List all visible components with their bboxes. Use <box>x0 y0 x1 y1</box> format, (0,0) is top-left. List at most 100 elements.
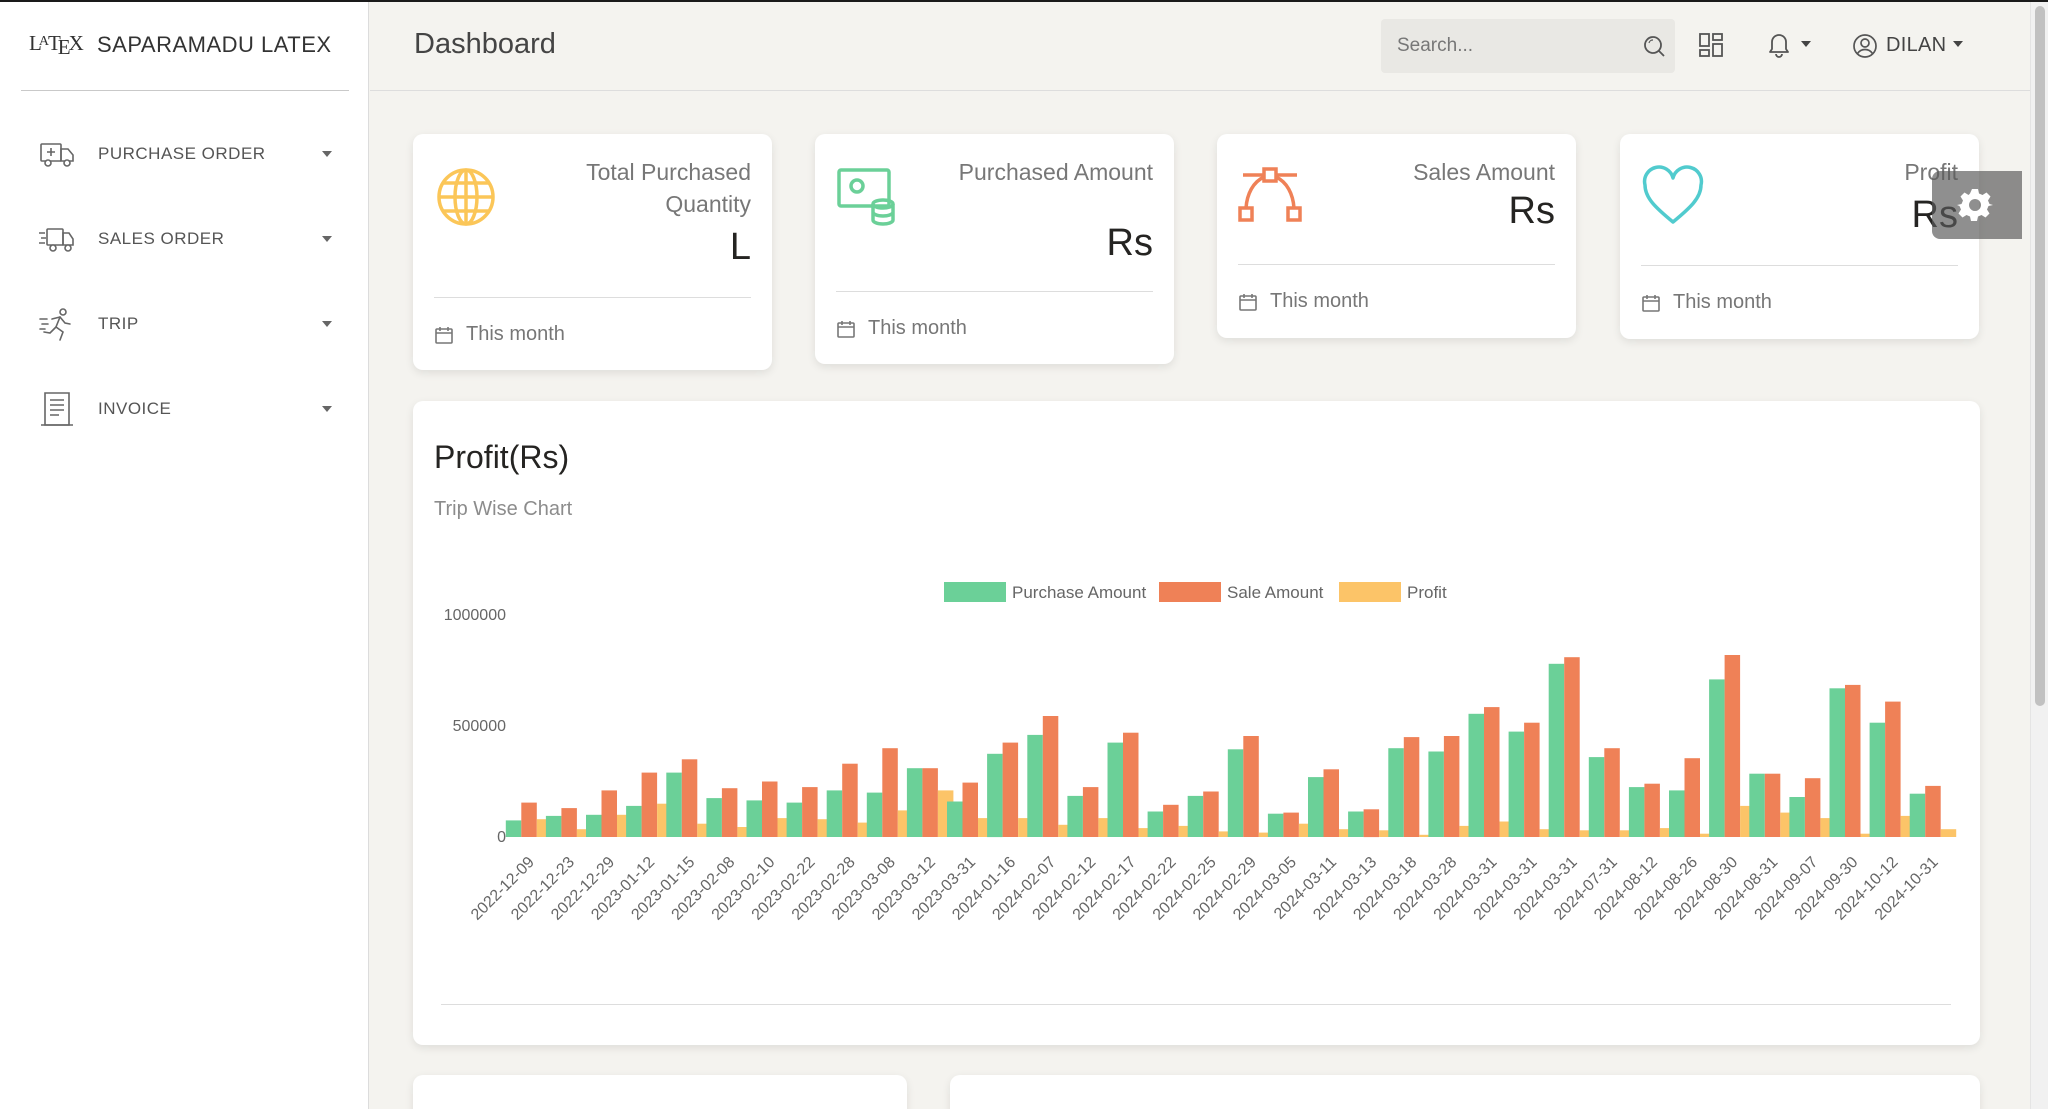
bar <box>762 781 778 837</box>
bar <box>706 798 722 837</box>
profit-chart-card: Profit(Rs) Trip Wise Chart 0 500000 100000… <box>413 401 1980 1045</box>
stat-footer: This month <box>836 317 967 340</box>
stat-footer-label: This month <box>1270 290 1369 312</box>
bar <box>1283 812 1299 837</box>
bar <box>1588 757 1605 837</box>
bar <box>1860 833 1876 837</box>
bar <box>962 782 978 837</box>
bell-icon <box>1769 34 1789 58</box>
sidebar-item-sales-order[interactable]: SALES ORDER <box>0 209 369 269</box>
y-tick-label: 0 <box>497 829 506 846</box>
stat-value: Rs <box>1106 222 1153 264</box>
dashboard-grid-icon[interactable] <box>1698 32 1724 58</box>
user-circle-icon <box>1853 34 1877 58</box>
chevron-down-icon <box>322 151 332 157</box>
user-dropdown[interactable]: DILAN <box>1852 30 1972 62</box>
bar <box>666 772 682 837</box>
page-title: Dashboard <box>414 28 556 60</box>
bar <box>586 814 602 837</box>
brand[interactable]: LATEX SAPARAMADU LATEX <box>21 0 349 91</box>
bar <box>1925 785 1941 837</box>
window-top-border <box>0 0 2048 2</box>
bar <box>1709 679 1725 837</box>
bottom-card-right <box>950 1075 1980 1109</box>
bar <box>1564 657 1580 837</box>
stat-card-purchased-amount: Purchased Amount Rs This month <box>815 134 1174 364</box>
bar <box>1829 688 1845 837</box>
scrollbar-thumb[interactable] <box>2035 6 2045 706</box>
stat-footer: This month <box>1641 291 1772 314</box>
bar <box>1323 769 1339 837</box>
bar <box>505 820 522 837</box>
bar <box>1002 742 1019 837</box>
bar <box>1579 830 1596 837</box>
sidebar-item-label: PURCHASE ORDER <box>98 144 266 163</box>
bar <box>1187 795 1204 837</box>
divider <box>441 1004 1951 1005</box>
bar <box>641 772 658 837</box>
search-input[interactable] <box>1381 19 1621 73</box>
search-icon[interactable] <box>1641 34 1667 60</box>
bar <box>1459 825 1475 837</box>
stat-value: L <box>729 226 751 268</box>
bar <box>1027 734 1043 837</box>
page-scrollbar[interactable] <box>2030 2 2048 1109</box>
bar <box>947 801 963 837</box>
stat-card-profit: Profit Rs This month <box>1620 134 1979 339</box>
bottom-card-left <box>413 1075 907 1109</box>
user-name: DILAN <box>1886 34 1947 56</box>
calendar-icon <box>837 320 855 338</box>
bar <box>1764 773 1781 837</box>
bar <box>721 788 738 837</box>
fast-delivery-icon <box>39 228 74 252</box>
bar <box>802 787 818 837</box>
heart-icon <box>1642 165 1704 224</box>
legend-label: Sale Amount <box>1227 583 1324 602</box>
bar <box>1163 804 1179 837</box>
stat-title: Purchased Amount <box>958 159 1153 185</box>
chevron-down-icon <box>1801 41 1811 47</box>
money-coins-icon <box>837 168 895 226</box>
vector-curve-icon <box>1238 167 1302 222</box>
calendar-icon <box>1642 294 1660 312</box>
bar <box>1604 748 1620 837</box>
chevron-down-icon <box>1953 41 1963 47</box>
bar <box>1082 787 1099 837</box>
bar <box>1107 742 1123 837</box>
bar <box>1659 828 1676 837</box>
y-tick-label: 1000000 <box>444 607 506 624</box>
chevron-down-icon <box>322 236 332 242</box>
bar <box>737 827 753 837</box>
bar <box>1138 828 1154 837</box>
bar <box>1804 778 1821 837</box>
sidebar-item-purchase-order[interactable]: PURCHASE ORDER <box>0 124 369 184</box>
stat-title: Total Purchased Quantity <box>586 159 751 217</box>
divider <box>434 297 751 298</box>
bar <box>1428 751 1444 837</box>
bar <box>1508 731 1525 837</box>
sidebar: LATEX SAPARAMADU LATEX PURCHASE ORDER SA… <box>0 0 369 1109</box>
sidebar-item-label: SALES ORDER <box>98 229 225 248</box>
bar <box>1684 758 1700 837</box>
sidebar-item-trip[interactable]: TRIP <box>0 294 369 354</box>
bar <box>1258 832 1275 837</box>
stat-title: Profit <box>1904 159 1958 185</box>
settings-toggle[interactable] <box>1932 171 2022 239</box>
bar <box>1218 831 1235 837</box>
stat-footer: This month <box>1238 290 1369 313</box>
bar <box>1484 707 1500 837</box>
legend-label: Profit <box>1407 583 1447 602</box>
bar <box>1443 736 1460 837</box>
stat-value: Rs <box>1508 190 1555 232</box>
trip-wise-bar-chart: 0 500000 1000000 Purchase Amount Sale Amount… <box>444 582 1957 924</box>
bar <box>1669 790 1685 837</box>
bar <box>1267 813 1284 837</box>
bar <box>1524 722 1540 837</box>
bar <box>826 790 843 837</box>
bar <box>1339 829 1355 837</box>
delivery-truck-icon <box>40 143 74 167</box>
sidebar-item-invoice[interactable]: INVOICE <box>0 379 369 439</box>
legend-label: Purchase Amount <box>1012 583 1146 602</box>
notifications-dropdown[interactable] <box>1765 30 1813 62</box>
bar <box>1123 732 1139 837</box>
